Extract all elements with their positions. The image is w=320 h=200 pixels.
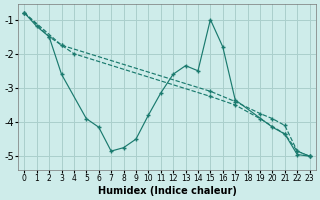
X-axis label: Humidex (Indice chaleur): Humidex (Indice chaleur) <box>98 186 236 196</box>
